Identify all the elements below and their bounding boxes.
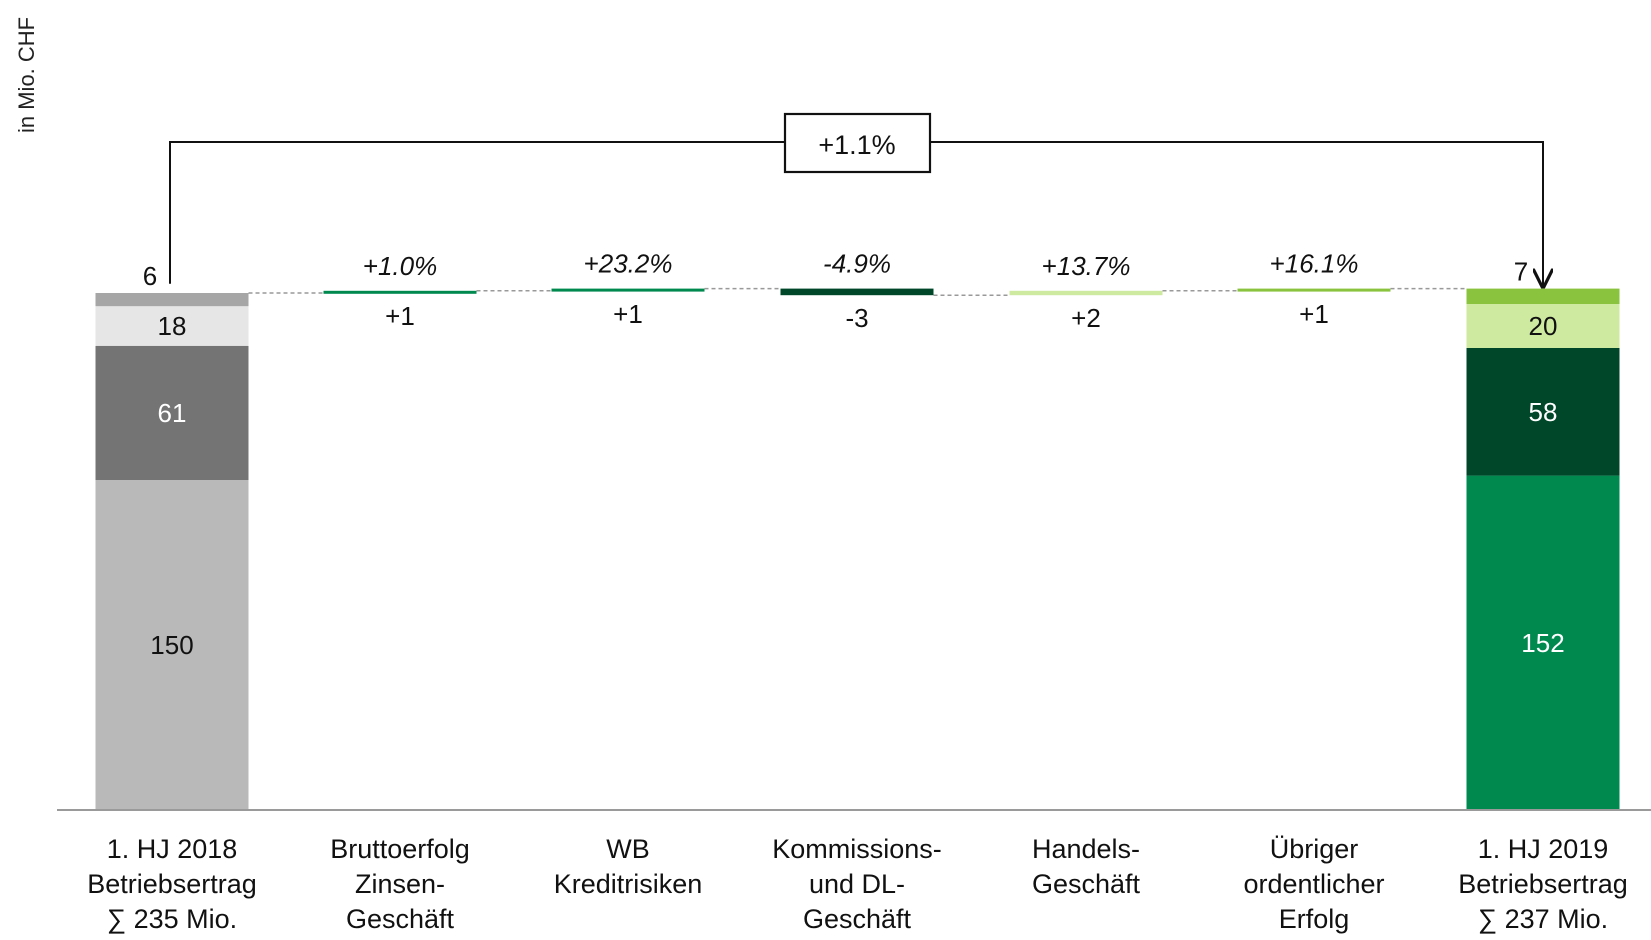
change-bar-3 bbox=[1009, 290, 1163, 296]
end-bar-segment-label-3: 7 bbox=[1514, 257, 1528, 287]
start-bar-segment-label-2: 18 bbox=[158, 311, 187, 341]
category-label-line: Zinsen- bbox=[355, 869, 445, 899]
change-value-label-1: +1 bbox=[613, 299, 643, 329]
category-label-line: Kreditrisiken bbox=[554, 869, 703, 899]
category-label-1: Bruttoerfolg Zinsen- Geschäft bbox=[330, 834, 470, 934]
change-pct-label-3: +13.7% bbox=[1042, 251, 1131, 281]
category-label-4: Handels- Geschäft bbox=[1032, 834, 1141, 899]
total-change-label: +1.1% bbox=[818, 130, 895, 160]
category-label-line: Übriger bbox=[1270, 834, 1359, 864]
change-bar-1 bbox=[551, 288, 705, 292]
end-bar-segment-1 bbox=[1466, 348, 1620, 476]
category-label-line: 1. HJ 2019 bbox=[1478, 834, 1609, 864]
category-label-line: Betriebsertrag bbox=[1458, 869, 1628, 899]
category-label-line: WB bbox=[606, 834, 650, 864]
start-bar-segment-label-1: 61 bbox=[158, 398, 187, 428]
category-label-0: 1. HJ 2018 Betriebsertrag ∑ 235 Mio. bbox=[87, 834, 257, 934]
change-value-label-0: +1 bbox=[385, 301, 415, 331]
start-bar-segment-label-0: 150 bbox=[150, 630, 193, 660]
total-change-overlay: +1.1% bbox=[169, 112, 1543, 287]
end-bar-segment-label-0: 152 bbox=[1521, 628, 1564, 658]
category-label-3: Kommissions-und DL- Geschäft bbox=[772, 834, 942, 934]
total-change-box bbox=[783, 112, 932, 174]
change-pct-label-4: +16.1% bbox=[1270, 249, 1359, 279]
category-label-line: Geschäft bbox=[803, 904, 912, 934]
category-label-2: WB Kreditrisiken bbox=[554, 834, 703, 899]
category-label-line: Geschäft bbox=[1032, 869, 1141, 899]
change-bar-0 bbox=[323, 290, 477, 294]
change-pct-label-0: +1.0% bbox=[363, 251, 437, 281]
change-value-label-4: +1 bbox=[1299, 299, 1329, 329]
change-value-label-3: +2 bbox=[1071, 303, 1101, 333]
start-bar-segment-1 bbox=[95, 345, 249, 480]
category-label-line: ∑ 235 Mio. bbox=[107, 904, 237, 934]
change-bar-2 bbox=[780, 288, 934, 296]
category-label-5: Übriger ordentlicher Erfolg bbox=[1243, 834, 1384, 934]
start-bar-segment-label-3: 6 bbox=[143, 261, 157, 291]
start-bar-segment-0 bbox=[95, 480, 249, 810]
category-label-6: 1. HJ 2019 Betriebsertrag ∑ 237 Mio. bbox=[1458, 834, 1628, 934]
category-label-line: Bruttoerfolg bbox=[330, 834, 470, 864]
category-label-line: ordentlicher bbox=[1243, 869, 1384, 899]
category-label-line: Geschäft bbox=[346, 904, 455, 934]
end-bar-segment-2 bbox=[1466, 304, 1620, 348]
category-label-line: ∑ 237 Mio. bbox=[1478, 904, 1608, 934]
start-bar-segment-3 bbox=[95, 293, 249, 307]
category-label-line: Handels- bbox=[1032, 834, 1140, 864]
start-bar-segment-2 bbox=[95, 306, 249, 346]
change-value-label-2: -3 bbox=[845, 303, 868, 333]
end-bar-segment-label-1: 58 bbox=[1529, 397, 1558, 427]
end-bar-segment-3 bbox=[1466, 288, 1620, 304]
category-label-line: Kommissions- bbox=[772, 834, 942, 864]
labels-layer: 150 61 186 +1.0% +1 +23.2% +1 -4.9% -3 +13.7% +2 +1… bbox=[87, 249, 1628, 934]
category-label-line: 1. HJ 2018 bbox=[107, 834, 238, 864]
change-pct-label-2: -4.9% bbox=[823, 249, 891, 279]
category-label-line: Erfolg bbox=[1279, 904, 1350, 934]
change-bar-4 bbox=[1237, 288, 1391, 292]
category-label-line: und DL- bbox=[809, 869, 905, 899]
category-label-line: Betriebsertrag bbox=[87, 869, 257, 899]
bars-layer bbox=[57, 287, 1651, 811]
change-pct-label-1: +23.2% bbox=[584, 249, 673, 279]
end-bar-segment-label-2: 20 bbox=[1529, 311, 1558, 341]
end-bar-segment-0 bbox=[1466, 475, 1620, 810]
